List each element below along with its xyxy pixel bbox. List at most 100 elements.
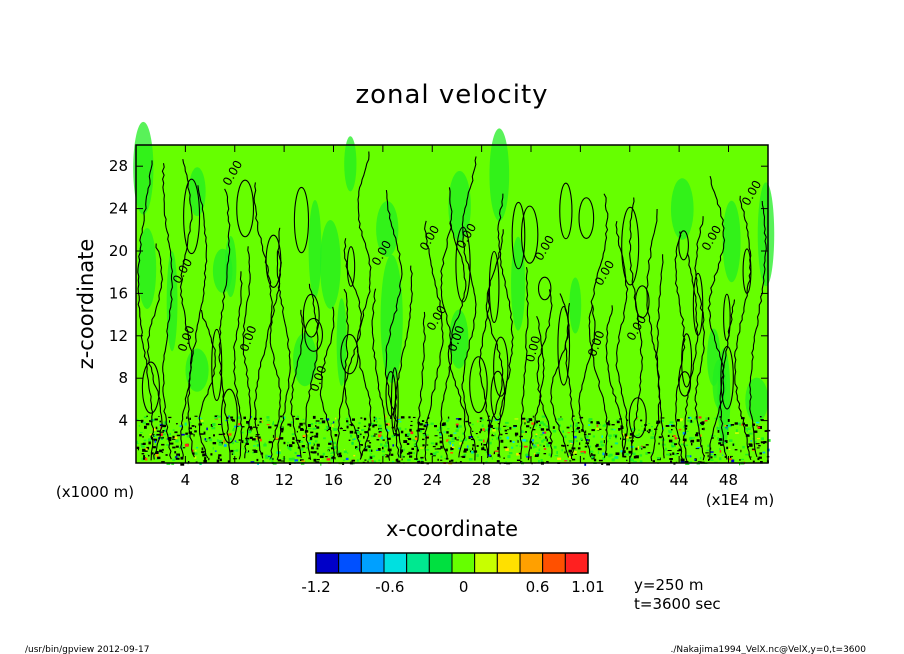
noise-speck — [306, 444, 308, 446]
noise-speck — [541, 440, 544, 443]
noise-speck — [719, 450, 722, 453]
noise-speck — [406, 442, 410, 445]
noise-speck — [386, 428, 388, 430]
contour-line — [233, 271, 243, 460]
noise-speck — [178, 451, 182, 453]
noise-speck — [160, 431, 164, 433]
noise-speck — [258, 436, 261, 439]
noise-speck — [531, 439, 534, 442]
noise-speck — [439, 437, 442, 439]
noise-speck — [580, 451, 585, 454]
noise-speck — [596, 443, 599, 447]
noise-speck — [447, 416, 450, 419]
noise-speck — [350, 423, 353, 427]
noise-speck — [199, 433, 204, 435]
noise-speck — [726, 425, 730, 427]
noise-speck — [569, 452, 572, 454]
noise-speck — [544, 431, 547, 434]
noise-speck — [355, 430, 360, 434]
noise-speck — [449, 434, 453, 437]
noise-speck — [400, 416, 405, 419]
noise-speck — [331, 456, 333, 459]
noise-speck — [143, 457, 146, 460]
noise-speck — [314, 435, 319, 438]
noise-speck — [411, 447, 414, 450]
noise-speck — [269, 458, 273, 461]
noise-speck — [669, 458, 673, 460]
contour-loop — [490, 370, 506, 421]
noise-speck — [625, 435, 629, 439]
noise-speck — [577, 422, 580, 424]
contour-loop — [511, 201, 526, 270]
noise-speck — [580, 437, 583, 441]
noise-speck — [584, 445, 588, 448]
noise-speck — [145, 457, 148, 461]
noise-speck — [691, 437, 696, 439]
noise-speck — [188, 422, 192, 424]
contour-line — [478, 289, 491, 459]
contour-line — [415, 311, 426, 460]
noise-speck — [360, 429, 365, 431]
noise-speck — [404, 428, 407, 431]
noise-speck — [440, 445, 443, 449]
noise-speck — [496, 437, 498, 440]
noise-speck — [724, 428, 727, 431]
noise-speck — [489, 420, 493, 422]
noise-speck — [628, 450, 632, 454]
noise-speck — [152, 446, 156, 449]
noise-speck — [627, 439, 630, 442]
noise-speck — [642, 446, 646, 449]
noise-speck — [400, 449, 404, 453]
noise-speck — [684, 444, 689, 447]
noise-speck — [735, 432, 739, 434]
noise-speck — [530, 419, 533, 421]
noise-speck — [526, 425, 530, 428]
noise-speck — [455, 429, 459, 432]
noise-speck — [360, 417, 363, 419]
noise-speck — [419, 429, 422, 433]
noise-speck — [410, 424, 413, 427]
noise-speck — [676, 453, 679, 455]
footer-right: ./Nakajima1994_VelX.nc@VelX,y=0,t=3600 — [670, 645, 866, 654]
noise-speck — [332, 421, 335, 424]
noise-speck — [294, 459, 299, 462]
noise-speck — [426, 444, 429, 446]
noise-speck — [141, 445, 145, 448]
noise-speck — [611, 458, 615, 462]
noise-speck — [264, 442, 266, 445]
noise-speck — [253, 450, 258, 453]
noise-speck — [646, 430, 648, 432]
noise-speck — [243, 441, 247, 443]
noise-speck — [316, 447, 319, 450]
noise-speck — [189, 433, 194, 435]
noise-speck — [440, 459, 443, 461]
noise-speck — [459, 461, 462, 463]
noise-speck — [171, 462, 175, 465]
contour-loop — [141, 361, 160, 414]
noise-speck — [575, 422, 578, 425]
noise-speck — [417, 428, 422, 430]
noise-speck — [413, 443, 418, 447]
noise-speck — [363, 417, 367, 421]
noise-speck — [598, 421, 600, 424]
noise-speck — [471, 438, 475, 441]
noise-speck — [591, 455, 594, 459]
contour-loop — [220, 388, 238, 444]
noise-speck — [407, 437, 412, 439]
noise-speck — [534, 445, 537, 448]
noise-speck — [491, 438, 493, 441]
noise-speck — [179, 425, 182, 427]
noise-speck — [193, 456, 197, 459]
noise-speck — [313, 458, 317, 462]
noise-speck — [600, 444, 605, 447]
x-tick-label: 4 — [181, 471, 191, 489]
noise-speck — [378, 430, 382, 433]
contour-line — [564, 302, 575, 460]
noise-speck — [613, 429, 616, 431]
noise-speck — [690, 439, 695, 443]
contour-loop — [488, 250, 500, 324]
contour-loop — [183, 178, 201, 255]
noise-speck — [477, 436, 479, 438]
noise-speck — [326, 429, 329, 432]
noise-speck — [316, 426, 320, 429]
